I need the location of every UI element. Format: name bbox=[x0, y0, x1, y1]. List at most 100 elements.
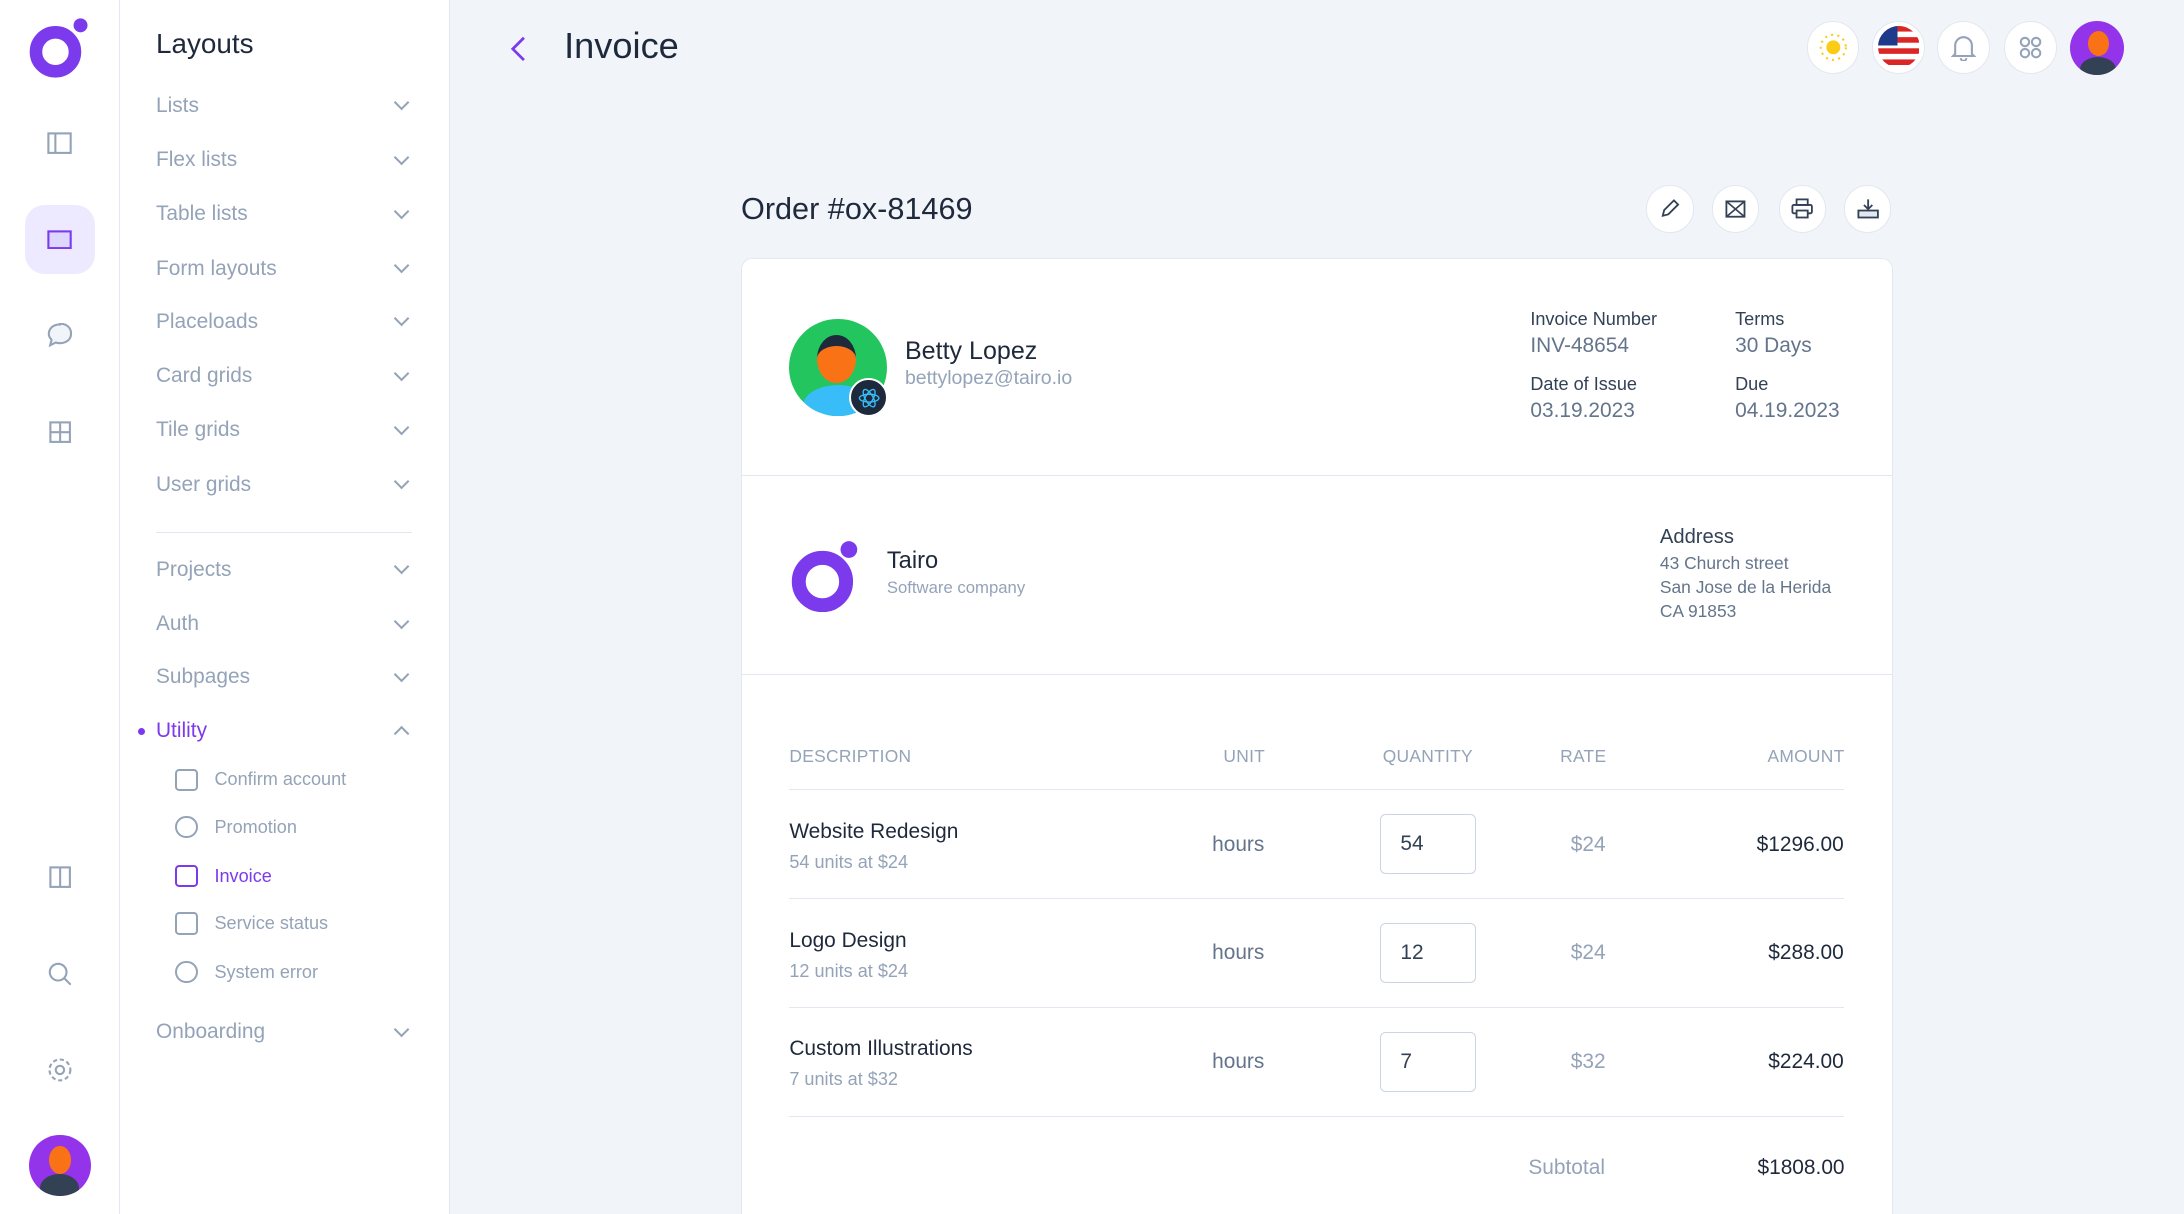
sidebar-layout-icon[interactable] bbox=[25, 109, 95, 179]
chevron-down-icon bbox=[393, 419, 410, 436]
nav-card-grids[interactable]: Card grids bbox=[156, 355, 412, 397]
table-row: Website Redesign 54 units at $24 hours $… bbox=[789, 791, 1844, 900]
label: Due bbox=[1735, 374, 1769, 395]
nav-label: Confirm account bbox=[214, 769, 347, 790]
icon-rail bbox=[0, 0, 120, 1214]
nav-lists[interactable]: Lists bbox=[156, 85, 412, 127]
nav-subpages[interactable]: Subpages bbox=[156, 656, 412, 698]
nav-flex-lists[interactable]: Flex lists bbox=[156, 139, 412, 181]
nav-invoice[interactable]: Invoice bbox=[175, 859, 272, 892]
nav-placeloads[interactable]: Placeloads bbox=[156, 301, 412, 343]
item-rate: $32 bbox=[1570, 1049, 1606, 1073]
download-button[interactable] bbox=[1844, 185, 1892, 233]
header-rate: RATE bbox=[1560, 746, 1607, 767]
value: 04.19.2023 bbox=[1735, 399, 1840, 423]
terms: Terms 30 Days bbox=[1735, 309, 1812, 358]
quantity-input[interactable] bbox=[1379, 923, 1476, 983]
customer-name: Betty Lopez bbox=[904, 336, 1038, 365]
user-avatar[interactable] bbox=[29, 1135, 91, 1197]
nav-label: Placeloads bbox=[155, 309, 259, 333]
item-rate: $24 bbox=[1570, 832, 1606, 856]
nav-promotion[interactable]: Promotion bbox=[175, 811, 297, 844]
invoice-card: Betty Lopez bettylopez@tairo.io Invoice … bbox=[741, 257, 1893, 1214]
pencil-icon bbox=[1661, 199, 1680, 218]
address-label: Address bbox=[1659, 526, 1734, 549]
sun-icon bbox=[1819, 33, 1847, 61]
header-quantity: QUANTITY bbox=[1382, 746, 1473, 767]
nav-onboarding[interactable]: Onboarding bbox=[156, 1011, 412, 1053]
quantity-input[interactable] bbox=[1379, 1031, 1476, 1092]
chat-icon[interactable] bbox=[25, 301, 95, 371]
order-title: Order #ox-81469 bbox=[741, 192, 973, 227]
search-icon[interactable] bbox=[25, 939, 95, 1009]
item-description: Logo Design bbox=[789, 928, 907, 952]
chevron-down-icon bbox=[393, 203, 410, 220]
nav-utility[interactable]: Utility bbox=[156, 710, 412, 752]
layouts-icon[interactable] bbox=[25, 204, 95, 275]
chevron-down-icon bbox=[393, 258, 410, 274]
nav-label: Flex lists bbox=[155, 148, 238, 172]
nav-system-error[interactable]: System error bbox=[175, 956, 318, 989]
nav-tile-grids[interactable]: Tile grids bbox=[156, 410, 412, 452]
react-badge-icon bbox=[849, 378, 889, 418]
tairo-logo-icon[interactable] bbox=[29, 17, 90, 81]
chevron-down-icon bbox=[393, 474, 410, 490]
nav-label: Utility bbox=[155, 719, 208, 743]
nav-confirm-account[interactable]: Confirm account bbox=[175, 763, 346, 796]
item-amount: $288.00 bbox=[1768, 941, 1844, 965]
item-description: Website Redesign bbox=[789, 819, 959, 843]
download-icon bbox=[1857, 199, 1879, 219]
theme-toggle-button[interactable] bbox=[1806, 20, 1860, 74]
mail-icon bbox=[1725, 200, 1746, 218]
chevron-left-icon bbox=[510, 36, 525, 61]
nav-label: Subpages bbox=[155, 664, 251, 688]
language-button[interactable] bbox=[1872, 20, 1925, 74]
print-button[interactable] bbox=[1778, 185, 1827, 233]
badge-check-icon bbox=[175, 816, 198, 839]
profile-avatar[interactable] bbox=[2069, 20, 2125, 76]
bell-icon bbox=[1951, 36, 1977, 62]
item-subtext: 7 units at $32 bbox=[789, 1069, 898, 1090]
nav-label: Lists bbox=[155, 93, 199, 117]
nav-label: Tile grids bbox=[155, 418, 240, 442]
address-line: San Jose de la Herida bbox=[1659, 577, 1832, 598]
nav-label: Promotion bbox=[214, 816, 297, 837]
chevron-down-icon bbox=[393, 311, 410, 327]
subtotal-label: Subtotal bbox=[1528, 1155, 1605, 1179]
nav-table-lists[interactable]: Table lists bbox=[156, 194, 412, 236]
gear-icon[interactable] bbox=[25, 1035, 95, 1105]
header-unit: UNIT bbox=[1223, 746, 1266, 767]
nav-service-status[interactable]: Service status bbox=[175, 907, 328, 940]
company-address: Address 43 Church street San Jose de la … bbox=[1660, 526, 1831, 622]
email-button[interactable] bbox=[1711, 185, 1760, 233]
company-name: Tairo bbox=[886, 548, 939, 575]
item-subtext: 12 units at $24 bbox=[789, 960, 909, 981]
confirm-account-icon bbox=[175, 768, 198, 792]
chevron-down-icon bbox=[393, 559, 410, 575]
nav-label: Form layouts bbox=[155, 256, 277, 280]
nav-user-grids[interactable]: User grids bbox=[156, 464, 412, 506]
address-line: CA 91853 bbox=[1659, 600, 1737, 621]
notifications-button[interactable] bbox=[1937, 20, 1991, 74]
table-row: Logo Design 12 units at $24 hours $24 $2… bbox=[789, 899, 1844, 1009]
edit-button[interactable] bbox=[1646, 185, 1694, 233]
item-amount: $1296.00 bbox=[1756, 832, 1844, 856]
layouts-panel: Layouts Lists Flex lists Table lists For… bbox=[119, 0, 450, 1214]
quantity-input[interactable] bbox=[1379, 814, 1476, 875]
item-description: Custom Illustrations bbox=[789, 1037, 973, 1061]
apps-button[interactable] bbox=[2004, 20, 2058, 74]
back-button[interactable] bbox=[510, 35, 527, 63]
nav-projects[interactable]: Projects bbox=[156, 549, 412, 591]
nav-form-layouts[interactable]: Form layouts bbox=[156, 248, 412, 290]
item-subtext: 54 units at $24 bbox=[789, 852, 909, 873]
skull-icon bbox=[175, 961, 198, 984]
active-dot bbox=[137, 728, 145, 736]
item-rate: $24 bbox=[1570, 941, 1606, 965]
grid-icon[interactable] bbox=[25, 397, 95, 467]
chevron-down-icon bbox=[393, 365, 410, 382]
customer-section: Betty Lopez bettylopez@tairo.io Invoice … bbox=[742, 259, 1892, 476]
nav-auth[interactable]: Auth bbox=[156, 603, 412, 645]
columns-icon[interactable] bbox=[25, 843, 95, 913]
company-section: Tairo Software company Address 43 Church… bbox=[742, 476, 1892, 676]
nav-label: Onboarding bbox=[155, 1020, 266, 1044]
